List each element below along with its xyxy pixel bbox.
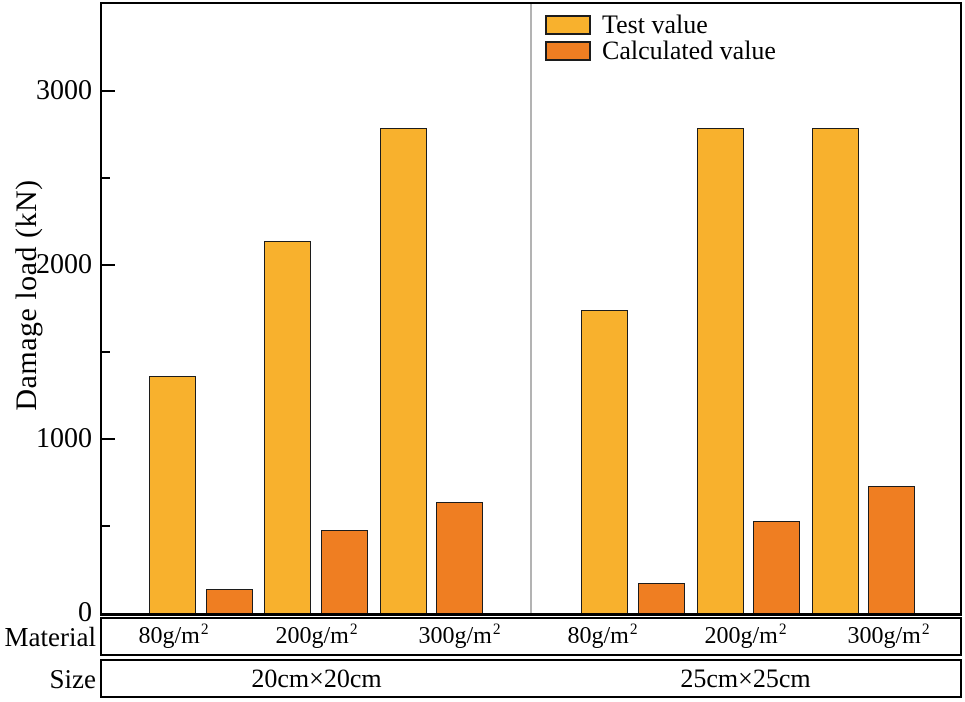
- bar-test-value: [264, 241, 311, 613]
- bar-test-value: [380, 128, 427, 613]
- bar-test-value: [581, 310, 628, 613]
- legend-swatch-test-value: [545, 14, 591, 35]
- y-tick-label: 2000: [36, 249, 92, 280]
- legend: Test value Calculated value: [545, 12, 776, 64]
- bar-calculated-value: [206, 589, 253, 613]
- legend-swatch-calculated-value: [545, 40, 591, 61]
- bar-test-value: [697, 128, 744, 613]
- material-cell: 80g/m 2: [138, 620, 209, 649]
- material-cell: 300g/m 2: [847, 620, 930, 649]
- bar-test-value: [149, 376, 196, 613]
- y-major-tick: [102, 90, 115, 92]
- legend-label: Calculated value: [602, 36, 776, 65]
- y-minor-tick: [102, 351, 110, 353]
- legend-item: Test value: [545, 10, 776, 39]
- group-divider-line: [530, 4, 532, 613]
- bar-calculated-value: [321, 530, 368, 613]
- bar-calculated-value: [436, 502, 483, 613]
- bar-calculated-value: [868, 486, 915, 613]
- bar-test-value: [812, 128, 859, 613]
- size-row: 20cm×20cm 25cm×25cm: [100, 659, 962, 698]
- y-minor-tick: [102, 177, 110, 179]
- plot-area: Test value Calculated value: [100, 2, 962, 616]
- material-row-header: Material: [4, 622, 96, 652]
- y-axis-title: Damage load (kN): [10, 179, 43, 411]
- material-row: 80g/m 2 200g/m 2 300g/m 2 80g/m 2 200g/m 2 300g/m 2: [100, 617, 962, 656]
- legend-label: Test value: [602, 10, 708, 39]
- size-cell: 25cm×25cm: [680, 663, 811, 693]
- material-cell: 200g/m 2: [704, 620, 787, 649]
- material-group: 80g/m 2 200g/m 2 300g/m 2: [531, 619, 960, 654]
- size-cell: 20cm×20cm: [251, 663, 382, 693]
- size-row-header: Size: [49, 664, 97, 694]
- material-cell: 300g/m 2: [418, 620, 501, 649]
- y-minor-tick: [102, 525, 110, 527]
- y-tick-label: 3000: [36, 75, 92, 106]
- y-major-tick: [102, 264, 115, 266]
- bar-calculated-value: [638, 583, 685, 613]
- material-group: 80g/m 2 200g/m 2 300g/m 2: [102, 619, 531, 654]
- material-cell: 80g/m 2: [567, 620, 638, 649]
- y-tick-label: 1000: [36, 423, 92, 454]
- y-major-tick: [102, 438, 115, 440]
- bar-calculated-value: [753, 521, 800, 613]
- legend-item: Calculated value: [545, 36, 776, 65]
- y-tick-label: 0: [78, 597, 92, 628]
- material-cell: 200g/m 2: [275, 620, 358, 649]
